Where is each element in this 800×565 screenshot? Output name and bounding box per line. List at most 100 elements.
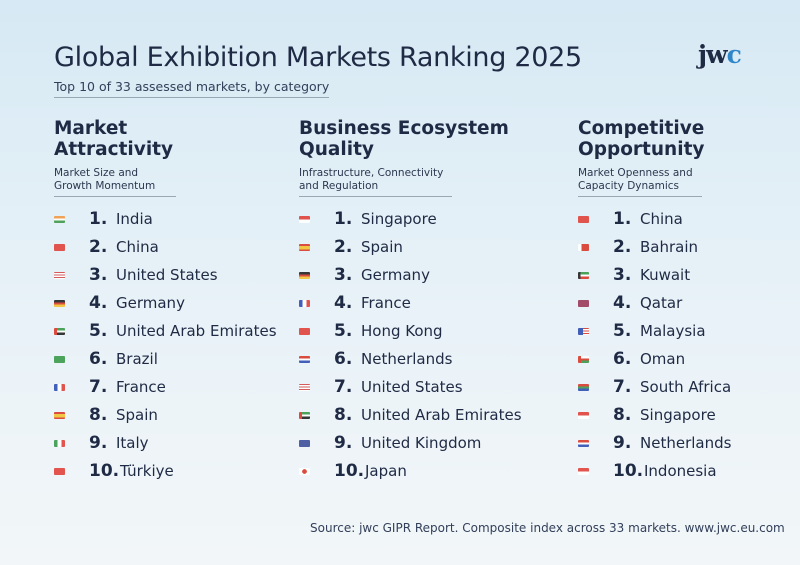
country-name: South Africa: [640, 378, 732, 396]
flag-icon: [578, 355, 589, 363]
flag-icon: [54, 299, 65, 307]
rank-number: 5.: [89, 321, 108, 341]
flag-icon: [299, 383, 310, 391]
list-item: 3. Kuwait: [578, 261, 731, 289]
column-subheading-line: Market Openness and: [578, 167, 693, 179]
country-name: Qatar: [640, 294, 683, 312]
flag-icon: [299, 327, 310, 335]
country-name: United Arab Emirates: [361, 406, 522, 424]
rank-number: 7.: [613, 377, 632, 397]
column-business-ecosystem-quality: Business Ecosystem Quality Infrastructur…: [299, 118, 519, 197]
list-item: 6. Oman: [578, 345, 731, 373]
column-subheading: Market Size and Growth Momentum: [54, 167, 176, 197]
rank-number: 4.: [613, 293, 632, 313]
country-name: Malaysia: [640, 322, 706, 340]
flag-icon: [299, 299, 310, 307]
rank-number: 6.: [89, 349, 108, 369]
country-name: Brazil: [116, 350, 158, 368]
column-subheading: Market Openness and Capacity Dynamics: [578, 167, 702, 197]
rank-number: 8.: [613, 405, 632, 425]
column-heading-line: Business Ecosystem: [299, 118, 509, 139]
list-item: 2. China: [54, 233, 277, 261]
flag-icon: [578, 215, 589, 223]
column-market-attractivity: Market Attractivity Market Size and Grow…: [54, 118, 274, 197]
flag-icon: [578, 271, 589, 279]
list-item: 5. Hong Kong: [299, 317, 522, 345]
flag-icon: [54, 467, 65, 475]
rank-number: 3.: [613, 265, 632, 285]
column-subheading-line: Market Size and: [54, 167, 139, 179]
flag-icon: [299, 355, 310, 363]
column-subheading-line: Infrastructure, Connectivity: [299, 167, 444, 179]
list-item: 2. Bahrain: [578, 233, 731, 261]
rank-number: 1.: [613, 209, 632, 229]
rank-number: 5.: [334, 321, 353, 341]
country-name: Netherlands: [640, 434, 732, 452]
list-item: 1. India: [54, 205, 277, 233]
list-item: 7. South Africa: [578, 373, 731, 401]
column-subheading-line: Growth Momentum: [54, 180, 156, 192]
rank-number: 1.: [89, 209, 108, 229]
country-name: Germany: [361, 266, 430, 284]
rank-number: 9.: [89, 433, 108, 453]
list-item: 7. United States: [299, 373, 522, 401]
list-item: 9. Netherlands: [578, 429, 731, 457]
flag-icon: [578, 467, 589, 475]
flag-icon: [578, 327, 589, 335]
column-heading-line: Market: [54, 118, 128, 139]
country-name: Indonesia: [644, 462, 717, 480]
country-name: Hong Kong: [361, 322, 443, 340]
rank-number: 4.: [89, 293, 108, 313]
list-item: 5. United Arab Emirates: [54, 317, 277, 345]
column-subheading: Infrastructure, Connectivity and Regulat…: [299, 167, 452, 197]
flag-icon: [578, 411, 589, 419]
rank-number: 2.: [89, 237, 108, 257]
country-name: Kuwait: [640, 266, 691, 284]
list-item: 4. Germany: [54, 289, 277, 317]
flag-icon: [299, 411, 310, 419]
rank-number: 2.: [613, 237, 632, 257]
rank-number: 10.: [613, 461, 644, 481]
country-name: Netherlands: [361, 350, 453, 368]
rank-number: 7.: [334, 377, 353, 397]
list-item: 7. France: [54, 373, 277, 401]
country-name: China: [116, 238, 159, 256]
flag-icon: [578, 439, 589, 447]
country-name: Singapore: [361, 210, 437, 228]
list-item: 8. Spain: [54, 401, 277, 429]
flag-icon: [54, 243, 65, 251]
list-item: 9. United Kingdom: [299, 429, 522, 457]
flag-icon: [299, 467, 310, 475]
flag-icon: [54, 215, 65, 223]
rank-number: 6.: [334, 349, 353, 369]
country-name: France: [116, 378, 166, 396]
country-name: Spain: [116, 406, 158, 424]
country-name: Italy: [116, 434, 149, 452]
source-note: Source: jwc GIPR Report. Composite index…: [310, 521, 785, 535]
rank-number: 3.: [89, 265, 108, 285]
rank-number: 9.: [613, 433, 632, 453]
page-subtitle: Top 10 of 33 assessed markets, by catego…: [54, 79, 330, 98]
country-name: Singapore: [640, 406, 716, 424]
flag-icon: [54, 355, 65, 363]
rank-number: 7.: [89, 377, 108, 397]
ranking-list-business-ecosystem-quality: 1. Singapore 2. Spain 3. Germany 4. France 5. Hon…: [299, 205, 522, 485]
list-item: 4. Qatar: [578, 289, 731, 317]
flag-icon: [54, 383, 65, 391]
flag-icon: [299, 243, 310, 251]
jwc-logo: jwc: [698, 40, 742, 69]
country-name: Türkiye: [120, 462, 174, 480]
rank-number: 8.: [89, 405, 108, 425]
country-name: United States: [361, 378, 463, 396]
rank-number: 6.: [613, 349, 632, 369]
column-competitive-opportunity: Competitive Opportunity Market Openness …: [578, 118, 798, 197]
list-item: 6. Brazil: [54, 345, 277, 373]
rank-number: 10.: [89, 461, 120, 481]
list-item: 10. Türkiye: [54, 457, 277, 485]
flag-icon: [54, 327, 65, 335]
country-name: Germany: [116, 294, 185, 312]
column-heading-line: Competitive: [578, 118, 705, 139]
column-heading: Business Ecosystem Quality: [299, 118, 519, 162]
column-heading-line: Attractivity: [54, 139, 174, 160]
column-subheading-line: Capacity Dynamics: [578, 180, 680, 192]
